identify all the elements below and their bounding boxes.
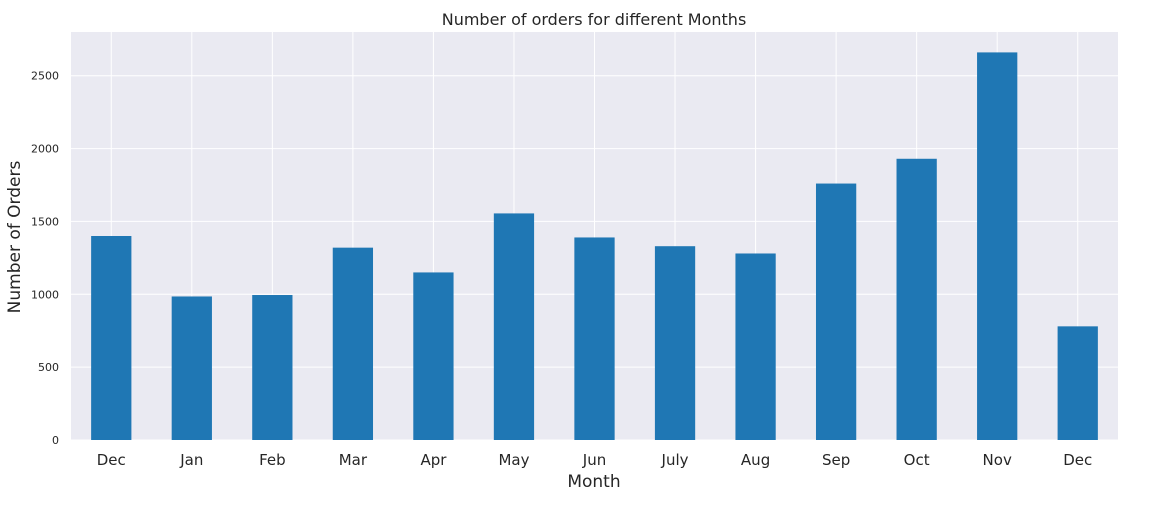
bars	[91, 52, 1098, 441]
bar-dec-12	[1057, 326, 1098, 440]
x-tick-label: Oct	[904, 451, 930, 469]
bar-aug-8	[735, 253, 776, 440]
y-tick-label: 2000	[31, 143, 59, 156]
y-axis-label: Number of Orders	[5, 161, 25, 314]
x-tick-labels: Dec Jan Feb Mar Apr May Jun July Aug Sep Oct Nov Dec	[97, 451, 1092, 469]
y-tick-label: 1000	[31, 288, 59, 301]
bar-oct-10	[896, 158, 937, 440]
x-tick-label: Feb	[259, 451, 286, 469]
bar-nov-11	[977, 52, 1018, 441]
x-tick-label: Aug	[741, 451, 770, 469]
x-tick-label: Nov	[983, 451, 1012, 469]
x-tick-label: July	[661, 451, 689, 469]
chart-title: Number of orders for different Months	[442, 10, 747, 29]
x-tick-label: May	[498, 451, 529, 469]
y-tick-labels: 0 500 1000 1500 2000 2500	[31, 70, 59, 447]
y-tick-label: 500	[38, 361, 59, 374]
x-tick-label: Sep	[822, 451, 850, 469]
x-tick-label: Apr	[420, 451, 447, 469]
y-tick-label: 0	[52, 434, 59, 447]
bar-apr-4	[413, 272, 454, 440]
x-tick-label: Jun	[582, 451, 606, 469]
bar-feb-2	[252, 295, 293, 440]
bar-jun-6	[574, 237, 615, 440]
y-tick-label: 2500	[31, 70, 59, 83]
bar-mar-3	[332, 247, 374, 440]
x-axis-label: Month	[567, 472, 620, 492]
x-tick-label: Mar	[339, 451, 368, 469]
x-tick-label: Dec	[97, 451, 126, 469]
y-tick-label: 1500	[31, 215, 59, 228]
x-tick-label: Jan	[179, 451, 203, 469]
bar-dec-0	[91, 236, 132, 440]
x-tick-label: Dec	[1063, 451, 1092, 469]
bar-jan-1	[171, 296, 212, 440]
bar-sep-9	[815, 183, 857, 441]
bar-july-7	[654, 246, 696, 440]
bar-may-5	[493, 213, 535, 440]
